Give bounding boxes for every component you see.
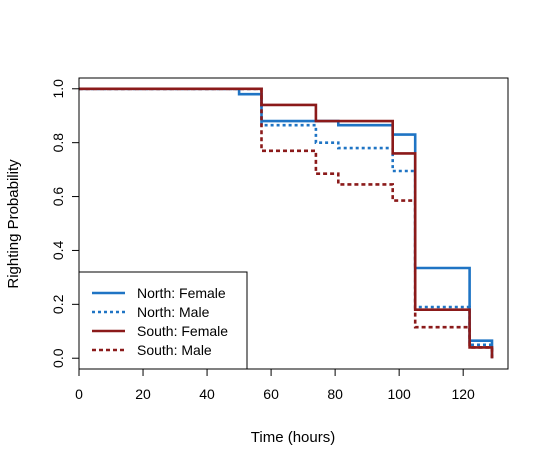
legend-label: North: Male [137, 304, 210, 320]
series-layer [79, 87, 494, 359]
y-axis: 0.0 0.2 0.4 0.6 0.8 1.0 [50, 79, 80, 368]
y-tick-label: 0.4 [50, 241, 66, 261]
x-tick-label: 120 [451, 386, 475, 402]
legend: North: Female North: Male South: Female Sou… [78, 271, 248, 370]
x-axis: 0 20 40 60 80 100 120 [75, 368, 475, 402]
legend-label: South: Male [137, 342, 212, 358]
series-line-4 [79, 87, 494, 359]
y-tick-label: 0.0 [50, 348, 66, 368]
x-tick-label: 20 [135, 386, 151, 402]
x-tick-label: 100 [387, 386, 411, 402]
legend-label: North: Female [137, 285, 226, 301]
legend-label: South: Female [137, 323, 228, 339]
x-tick-label: 80 [327, 386, 343, 402]
y-tick-label: 0.8 [50, 133, 66, 153]
x-tick-label: 60 [263, 386, 279, 402]
y-tick-label: 0.2 [50, 294, 66, 314]
x-tick-label: 0 [75, 386, 83, 402]
x-tick-label: 40 [199, 386, 215, 402]
y-axis-label: Righting Probability [5, 159, 22, 289]
y-tick-label: 1.0 [50, 79, 66, 99]
y-tick-label: 0.6 [50, 187, 66, 207]
x-axis-label: Time (hours) [251, 429, 335, 446]
legend-box [78, 271, 248, 370]
